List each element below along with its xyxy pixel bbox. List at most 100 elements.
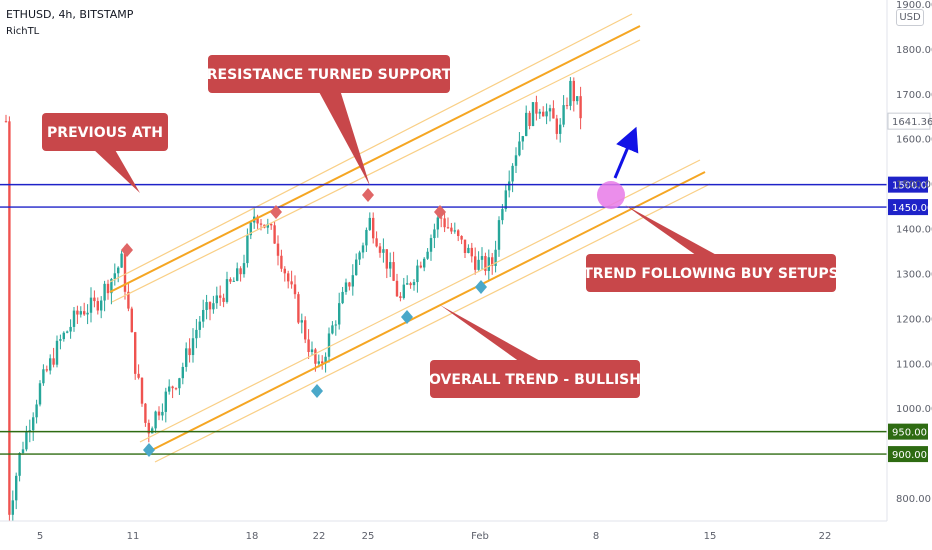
candle-body [385, 249, 388, 269]
callout-previous-ath[interactable]: PREVIOUS ATH [42, 113, 168, 193]
candle-body [219, 295, 222, 298]
candle-body [79, 311, 82, 315]
candle-body [497, 220, 501, 250]
level-price-tag [888, 446, 928, 463]
price-tick-label: 1100.00 [896, 359, 932, 370]
candle-body [576, 96, 579, 102]
candle-body [341, 291, 344, 304]
candle-body [225, 279, 229, 302]
candle-body [168, 386, 171, 392]
candle-body [144, 403, 147, 423]
candle-body [351, 275, 354, 287]
candle-body [232, 280, 235, 282]
candle-body [480, 256, 484, 260]
candle-body [389, 262, 392, 269]
pivot-diamond [401, 310, 413, 324]
pivot-diamond [270, 205, 282, 219]
candle-body [467, 247, 470, 254]
bullish-arrow [613, 126, 639, 179]
candle-body [552, 108, 555, 119]
candle-body [412, 282, 416, 286]
candle-body [314, 349, 317, 364]
channel-line [154, 183, 711, 463]
date-tick-label: 25 [362, 531, 375, 542]
candle-body [555, 118, 558, 134]
price-tick-label: 1400.00 [896, 225, 932, 236]
callout-overall-trend[interactable]: OVERALL TREND - BULLISH [429, 305, 641, 398]
candle-body [151, 428, 154, 434]
candle-body [205, 302, 208, 310]
candle-body [117, 267, 120, 274]
level-lines: 1500.00 1450.00 950.00 900.00 1641.36 [0, 112, 932, 463]
date-tick-label: 8 [593, 531, 599, 542]
callout-label: OVERALL TREND - BULLISH [429, 372, 641, 388]
callout-trend-buy[interactable]: TREND FOLLOWING BUY SETUPS [583, 205, 839, 292]
channel-line [111, 39, 641, 303]
pivot-diamond [434, 205, 446, 219]
callouts-layer: PREVIOUS ATH RESISTANCE TURNED SUPPORT TRE… [42, 55, 839, 398]
candle-body [355, 259, 358, 276]
candle-body [457, 230, 460, 236]
candle-body [239, 268, 242, 275]
callout-label: RESISTANCE TURNED SUPPORT [207, 67, 452, 83]
candle-body [327, 333, 331, 357]
candle-body [334, 324, 337, 326]
candle-body [157, 411, 161, 416]
currency-badge[interactable]: USD [896, 9, 924, 26]
candle-body [32, 417, 35, 431]
candle-body [113, 273, 116, 279]
date-tick-label: 22 [313, 531, 326, 542]
date-tick-label: 22 [819, 531, 832, 542]
candle-body [535, 102, 538, 114]
candle-body [4, 121, 8, 123]
candle-body [164, 391, 167, 412]
level-price-tag-label: 950.00 [892, 428, 927, 439]
candle-body [66, 331, 69, 333]
candle-body [453, 230, 456, 232]
candle-body [15, 475, 18, 501]
candle-body [423, 258, 426, 268]
candle-body [76, 310, 79, 315]
last-price-tag [887, 112, 931, 130]
candle-body [83, 311, 86, 315]
price-axis[interactable]: 800.00 1000.00 1100.00 1200.00 1300.00 1400.0… [886, 0, 932, 521]
candle-body [344, 282, 348, 292]
candle-body [310, 349, 314, 352]
candle-body [562, 105, 565, 125]
candle-body [25, 431, 28, 450]
candle-body [426, 251, 429, 259]
candle-body [399, 296, 402, 298]
date-tick-label: 15 [704, 531, 717, 542]
candle-body [72, 310, 76, 327]
candle-body [181, 366, 184, 379]
candle-body [538, 111, 541, 114]
candle-body [127, 291, 130, 309]
candle-body [140, 377, 144, 404]
level-price-tag-label: 900.00 [892, 450, 927, 461]
callout-label: TREND FOLLOWING BUY SETUPS [583, 266, 839, 282]
candle-body [215, 295, 218, 304]
level-price-tag [888, 423, 928, 440]
callout-box [208, 55, 450, 93]
candle-body [416, 265, 419, 283]
callout-box [430, 360, 640, 398]
channel-line [109, 13, 633, 283]
candle-body [236, 268, 239, 281]
time-axis[interactable]: 511182225Feb815228 [0, 520, 887, 542]
candle-body [324, 356, 327, 364]
candle-body [494, 249, 497, 266]
candle-body [358, 252, 361, 260]
candle-body [378, 246, 382, 253]
pivot-markers [121, 126, 639, 457]
candle-body [368, 217, 371, 230]
candle-body [11, 500, 14, 515]
candle-body [8, 121, 11, 515]
candle-body [130, 308, 133, 333]
candle-body [188, 348, 191, 356]
pivot-diamond [311, 384, 323, 398]
candle-body [62, 332, 65, 340]
callout-resistance-support[interactable]: RESISTANCE TURNED SUPPORT [207, 55, 452, 186]
candle-body [123, 253, 127, 292]
